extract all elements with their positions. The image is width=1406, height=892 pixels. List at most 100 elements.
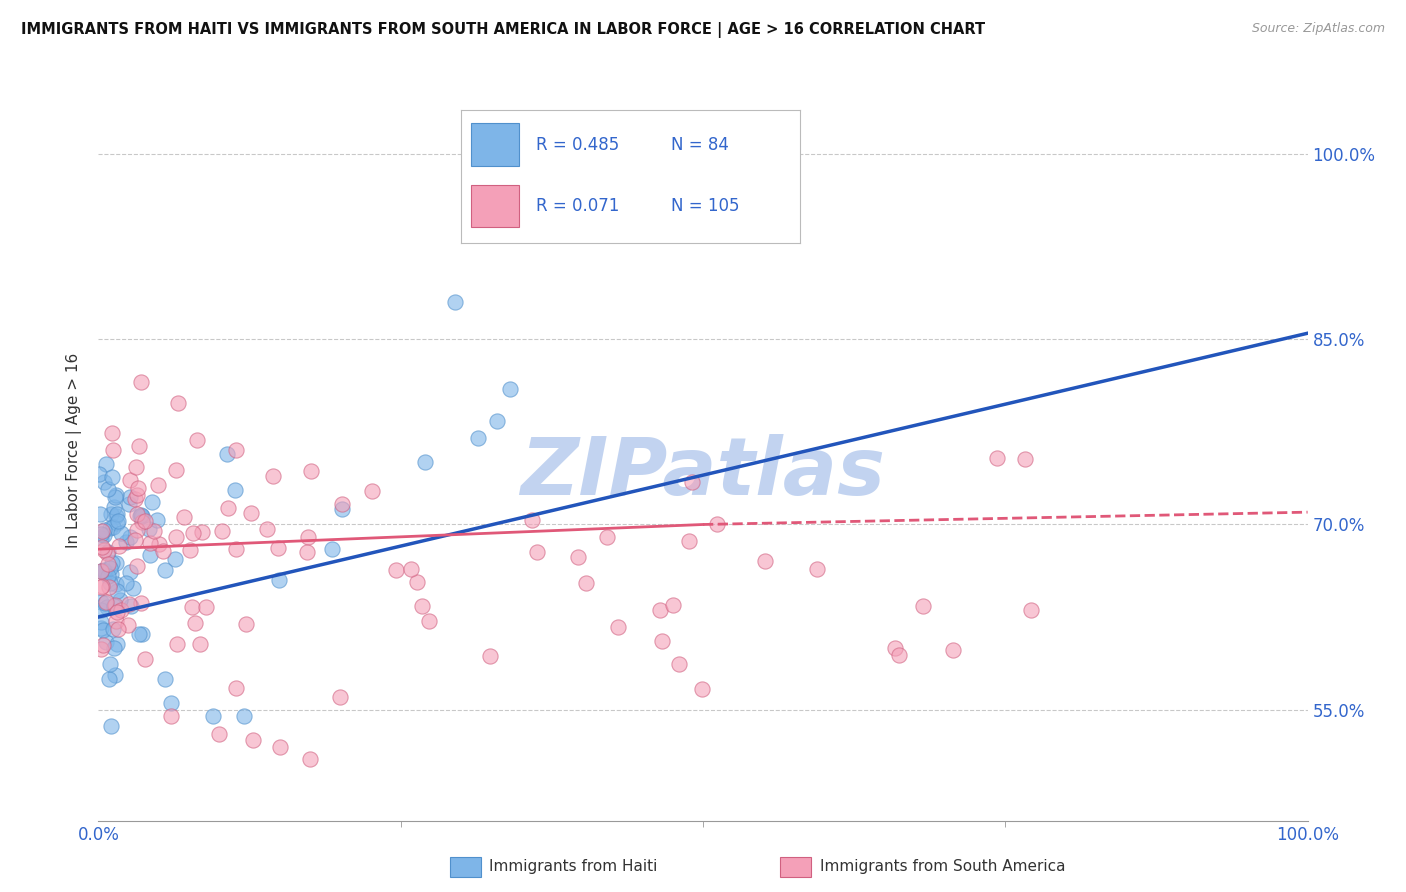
Point [299, 752, 322, 766]
Point [93, 543, 115, 558]
Point [129, 375, 152, 389]
Point [648, 603, 671, 617]
Point [105, 507, 128, 521]
Point [211, 524, 233, 538]
Point [256, 523, 278, 537]
Point [884, 640, 907, 655]
Point [690, 681, 713, 696]
Point [166, 637, 188, 651]
Point [124, 492, 146, 507]
Point [887, 648, 910, 662]
Point [128, 626, 150, 640]
Point [100, 567, 122, 582]
Point [486, 414, 509, 428]
Point [411, 599, 433, 613]
Point [184, 616, 207, 631]
Point [96, 600, 118, 615]
Point [224, 483, 246, 497]
Point [104, 556, 127, 570]
Point [262, 469, 284, 483]
Point [103, 599, 125, 613]
Point [128, 439, 150, 453]
Text: IMMIGRANTS FROM HAITI VS IMMIGRANTS FROM SOUTH AMERICA IN LABOR FORCE | AGE > 16: IMMIGRANTS FROM HAITI VS IMMIGRANTS FROM… [21, 22, 986, 38]
Point [98, 580, 121, 594]
Point [127, 523, 149, 537]
Point [101, 426, 124, 441]
Point [90, 532, 112, 546]
Point [173, 510, 195, 524]
Point [93, 564, 115, 578]
Point [100, 521, 122, 535]
Point [115, 576, 138, 591]
Point [121, 581, 143, 595]
Point [520, 513, 543, 527]
Point [90, 524, 112, 538]
Point [225, 681, 247, 695]
Point [145, 513, 167, 527]
Point [118, 474, 141, 488]
Point [107, 514, 129, 528]
Point [90, 564, 112, 578]
Point [104, 598, 127, 612]
Point [101, 520, 124, 534]
Point [235, 616, 257, 631]
Point [104, 508, 127, 523]
Point [134, 652, 156, 666]
Point [93, 523, 115, 537]
Point [94, 595, 117, 609]
Point [91, 624, 114, 638]
Point [186, 434, 208, 448]
Point [269, 739, 291, 754]
Point [167, 396, 190, 410]
Point [181, 600, 204, 615]
Point [124, 460, 146, 475]
Point [97, 672, 120, 686]
Point [100, 561, 122, 575]
Point [163, 551, 186, 566]
Point [104, 668, 127, 682]
Point [105, 584, 128, 599]
Point [165, 463, 187, 477]
Point [120, 599, 142, 613]
Point [131, 508, 153, 522]
Point [225, 443, 247, 458]
Point [384, 563, 406, 577]
Point [127, 507, 149, 521]
Point [93, 565, 115, 579]
Point [101, 556, 124, 570]
Point [91, 578, 114, 592]
Point [295, 544, 318, 558]
Point [330, 502, 353, 516]
Point [87, 467, 110, 481]
Point [104, 614, 127, 628]
Point [100, 507, 122, 521]
Point [330, 497, 353, 511]
Point [127, 481, 149, 495]
Point [115, 534, 138, 549]
Point [606, 620, 628, 634]
Point [94, 596, 117, 610]
Point [101, 442, 124, 457]
Point [90, 603, 112, 617]
Point [98, 575, 121, 590]
Point [479, 648, 502, 663]
Point [195, 600, 218, 615]
Point [651, 634, 673, 648]
Point [225, 541, 247, 556]
Point [217, 447, 239, 461]
Point [110, 602, 132, 616]
Point [104, 576, 127, 591]
Point [101, 470, 124, 484]
Point [142, 524, 165, 538]
Point [91, 638, 114, 652]
Point [148, 537, 170, 551]
Point [526, 545, 548, 559]
Point [668, 657, 690, 671]
Point [399, 562, 422, 576]
Point [124, 533, 146, 547]
Point [105, 605, 128, 619]
Point [125, 488, 148, 502]
Point [153, 563, 176, 577]
Point [94, 458, 117, 472]
Point [89, 641, 111, 656]
